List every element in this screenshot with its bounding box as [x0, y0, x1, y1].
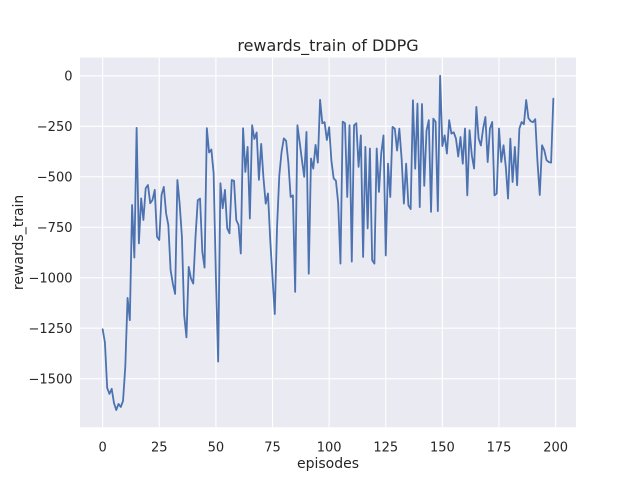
x-tick-label: 25 [151, 441, 168, 456]
x-tick-label: 75 [264, 441, 281, 456]
x-tick-labels: 0 25 50 75 100 125 150 175 200 [99, 441, 569, 456]
plot-area [80, 57, 576, 428]
x-tick-label: 175 [487, 441, 512, 456]
y-tick-label: −1500 [29, 372, 73, 387]
x-tick-label: 150 [430, 441, 455, 456]
x-tick-label: 125 [373, 441, 398, 456]
line-rewards_train [101, 74, 555, 411]
x-tick-label: 100 [317, 441, 342, 456]
y-tick-label: 0 [64, 69, 72, 84]
y-tick-label: −500 [37, 170, 73, 185]
x-tick-label: 200 [543, 441, 568, 456]
y-axis-label: rewards_train [11, 195, 27, 290]
x-tick-label: 50 [208, 441, 225, 456]
y-tick-label: −750 [37, 221, 73, 236]
chart-title: rewards_train of DDPG [237, 36, 418, 56]
series-lines [101, 74, 555, 411]
y-tick-label: −1000 [29, 271, 73, 286]
y-tick-label: −250 [37, 120, 73, 135]
x-tick-label: 0 [99, 441, 107, 456]
y-tick-label: −1250 [29, 322, 73, 337]
x-axis-label: episodes [297, 456, 359, 472]
y-tick-labels: 0 −250 −500 −750 −1000 −1250 −1500 [29, 69, 73, 387]
